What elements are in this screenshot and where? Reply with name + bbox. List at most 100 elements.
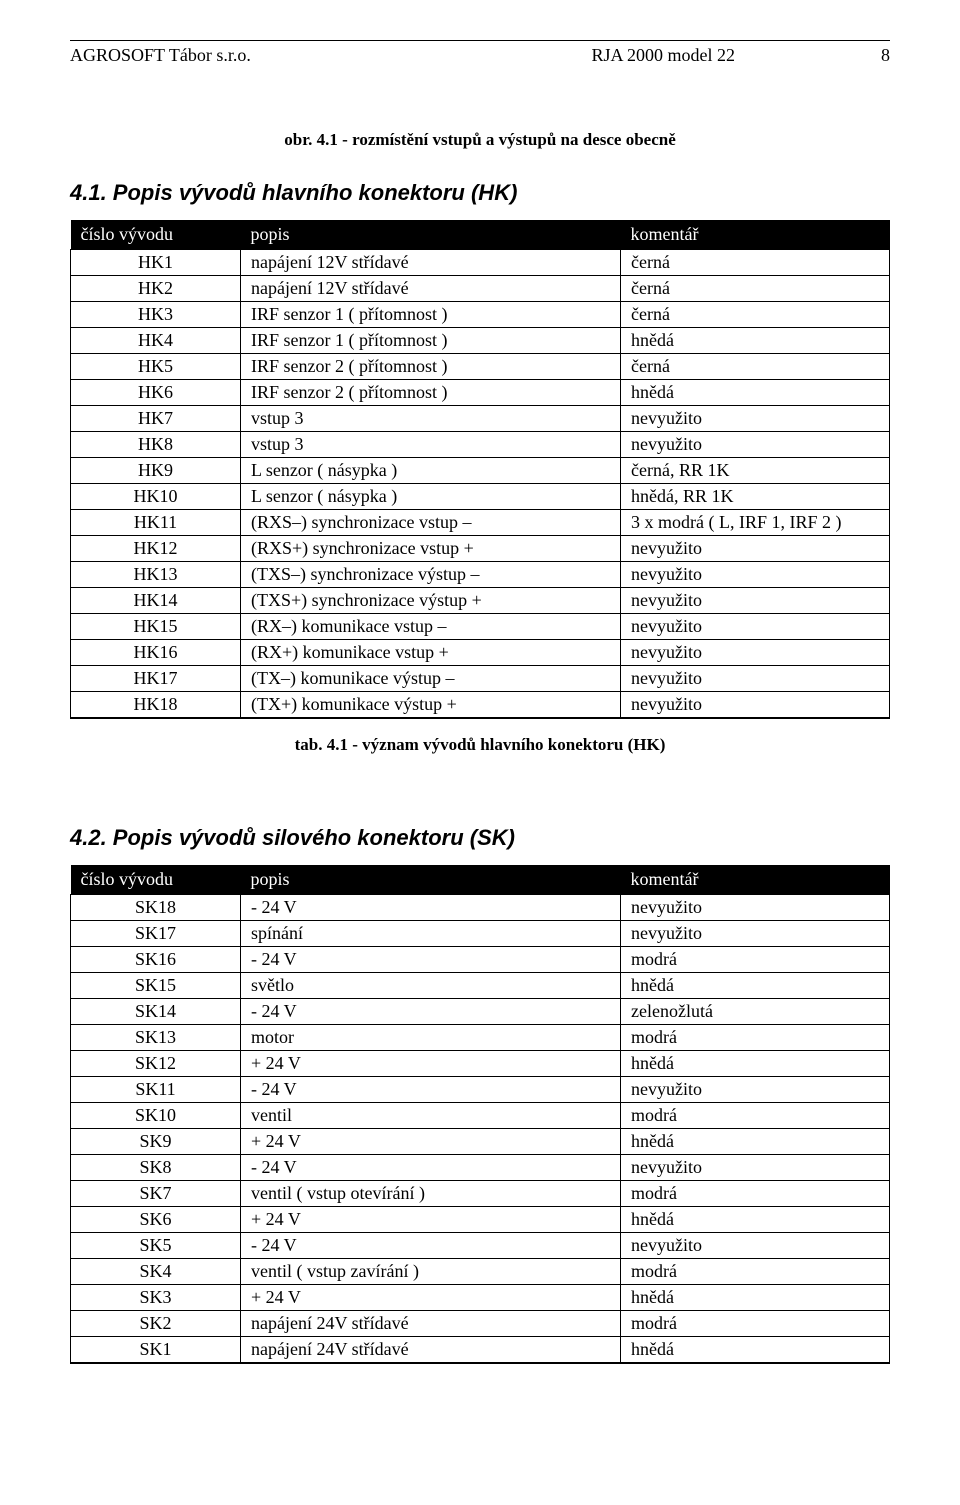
- cell-desc: - 24 V: [241, 1155, 621, 1181]
- table-row: HK18(TX+) komunikace výstup +nevyužito: [71, 692, 890, 719]
- table-row: SK9+ 24 Vhnědá: [71, 1129, 890, 1155]
- cell-comment: nevyužito: [621, 921, 890, 947]
- cell-pin: HK17: [71, 666, 241, 692]
- cell-pin: SK13: [71, 1025, 241, 1051]
- cell-desc: napájení 24V střídavé: [241, 1337, 621, 1364]
- cell-pin: SK16: [71, 947, 241, 973]
- cell-desc: (TX–) komunikace výstup –: [241, 666, 621, 692]
- cell-pin: HK14: [71, 588, 241, 614]
- col-comment: komentář: [621, 865, 890, 895]
- cell-comment: modrá: [621, 1259, 890, 1285]
- cell-comment: modrá: [621, 947, 890, 973]
- table-row: HK8vstup 3nevyužito: [71, 432, 890, 458]
- cell-desc: IRF senzor 1 ( přítomnost ): [241, 302, 621, 328]
- cell-comment: nevyužito: [621, 666, 890, 692]
- cell-pin: HK12: [71, 536, 241, 562]
- cell-pin: SK4: [71, 1259, 241, 1285]
- table-hk: číslo vývodu popis komentář HK1napájení …: [70, 220, 890, 719]
- cell-comment: černá: [621, 250, 890, 276]
- cell-comment: hnědá: [621, 1129, 890, 1155]
- cell-comment: hnědá: [621, 328, 890, 354]
- cell-pin: SK8: [71, 1155, 241, 1181]
- cell-desc: + 24 V: [241, 1207, 621, 1233]
- table-row: HK7vstup 3nevyužito: [71, 406, 890, 432]
- cell-pin: HK3: [71, 302, 241, 328]
- cell-comment: hnědá: [621, 380, 890, 406]
- table-row: HK3IRF senzor 1 ( přítomnost )černá: [71, 302, 890, 328]
- cell-pin: SK2: [71, 1311, 241, 1337]
- cell-comment: nevyužito: [621, 640, 890, 666]
- table-row: HK9L senzor ( násypka )černá, RR 1K: [71, 458, 890, 484]
- table-hk-header-row: číslo vývodu popis komentář: [71, 220, 890, 250]
- cell-pin: SK1: [71, 1337, 241, 1364]
- cell-desc: spínání: [241, 921, 621, 947]
- cell-pin: SK14: [71, 999, 241, 1025]
- cell-pin: HK7: [71, 406, 241, 432]
- table-row: HK11(RXS–) synchronizace vstup –3 x modr…: [71, 510, 890, 536]
- table-sk: číslo vývodu popis komentář SK18- 24 Vne…: [70, 865, 890, 1364]
- col-description: popis: [241, 865, 621, 895]
- cell-pin: HK6: [71, 380, 241, 406]
- cell-desc: + 24 V: [241, 1129, 621, 1155]
- header-rule: [70, 40, 890, 41]
- cell-comment: 3 x modrá ( L, IRF 1, IRF 2 ): [621, 510, 890, 536]
- cell-pin: HK13: [71, 562, 241, 588]
- table-row: SK10ventilmodrá: [71, 1103, 890, 1129]
- cell-desc: IRF senzor 2 ( přítomnost ): [241, 354, 621, 380]
- cell-comment: hnědá, RR 1K: [621, 484, 890, 510]
- table-row: SK1napájení 24V střídavéhnědá: [71, 1337, 890, 1364]
- table-row: SK4ventil ( vstup zavírání )modrá: [71, 1259, 890, 1285]
- cell-desc: vstup 3: [241, 406, 621, 432]
- cell-desc: napájení 24V střídavé: [241, 1311, 621, 1337]
- cell-comment: modrá: [621, 1025, 890, 1051]
- cell-comment: nevyužito: [621, 614, 890, 640]
- table-row: HK17(TX–) komunikace výstup –nevyužito: [71, 666, 890, 692]
- table-row: SK11- 24 Vnevyužito: [71, 1077, 890, 1103]
- cell-comment: hnědá: [621, 1337, 890, 1364]
- cell-comment: hnědá: [621, 1207, 890, 1233]
- cell-comment: černá, RR 1K: [621, 458, 890, 484]
- cell-desc: (TX+) komunikace výstup +: [241, 692, 621, 719]
- table-row: SK18- 24 Vnevyužito: [71, 895, 890, 921]
- col-pin-number: číslo vývodu: [71, 865, 241, 895]
- table-row: HK6IRF senzor 2 ( přítomnost )hnědá: [71, 380, 890, 406]
- figure-caption: obr. 4.1 - rozmístění vstupů a výstupů n…: [70, 130, 890, 150]
- cell-pin: HK2: [71, 276, 241, 302]
- cell-pin: HK11: [71, 510, 241, 536]
- cell-desc: vstup 3: [241, 432, 621, 458]
- table-row: HK1napájení 12V střídavéčerná: [71, 250, 890, 276]
- cell-pin: HK8: [71, 432, 241, 458]
- cell-comment: nevyužito: [621, 895, 890, 921]
- section-2-title: 4.2. Popis vývodů silového konektoru (SK…: [70, 825, 890, 851]
- cell-pin: HK9: [71, 458, 241, 484]
- page: AGROSOFT Tábor s.r.o. RJA 2000 model 22 …: [0, 0, 960, 1424]
- cell-desc: - 24 V: [241, 947, 621, 973]
- cell-pin: SK3: [71, 1285, 241, 1311]
- header-left: AGROSOFT Tábor s.r.o.: [70, 45, 466, 66]
- cell-pin: HK1: [71, 250, 241, 276]
- cell-desc: - 24 V: [241, 1233, 621, 1259]
- table-row: HK14(TXS+) synchronizace výstup +nevyuži…: [71, 588, 890, 614]
- cell-desc: + 24 V: [241, 1051, 621, 1077]
- cell-desc: (TXS–) synchronizace výstup –: [241, 562, 621, 588]
- table-sk-header-row: číslo vývodu popis komentář: [71, 865, 890, 895]
- cell-comment: modrá: [621, 1103, 890, 1129]
- cell-desc: L senzor ( násypka ): [241, 484, 621, 510]
- table-row: HK5IRF senzor 2 ( přítomnost )černá: [71, 354, 890, 380]
- cell-pin: HK5: [71, 354, 241, 380]
- col-comment: komentář: [621, 220, 890, 250]
- cell-desc: napájení 12V střídavé: [241, 250, 621, 276]
- cell-pin: SK12: [71, 1051, 241, 1077]
- cell-comment: hnědá: [621, 1285, 890, 1311]
- cell-pin: SK17: [71, 921, 241, 947]
- cell-pin: SK11: [71, 1077, 241, 1103]
- cell-desc: - 24 V: [241, 999, 621, 1025]
- cell-desc: (RXS+) synchronizace vstup +: [241, 536, 621, 562]
- cell-desc: IRF senzor 1 ( přítomnost ): [241, 328, 621, 354]
- table-row: HK10L senzor ( násypka )hnědá, RR 1K: [71, 484, 890, 510]
- cell-comment: černá: [621, 354, 890, 380]
- cell-desc: (RX+) komunikace vstup +: [241, 640, 621, 666]
- table-row: SK8- 24 Vnevyužito: [71, 1155, 890, 1181]
- cell-pin: HK10: [71, 484, 241, 510]
- table-row: SK3+ 24 Vhnědá: [71, 1285, 890, 1311]
